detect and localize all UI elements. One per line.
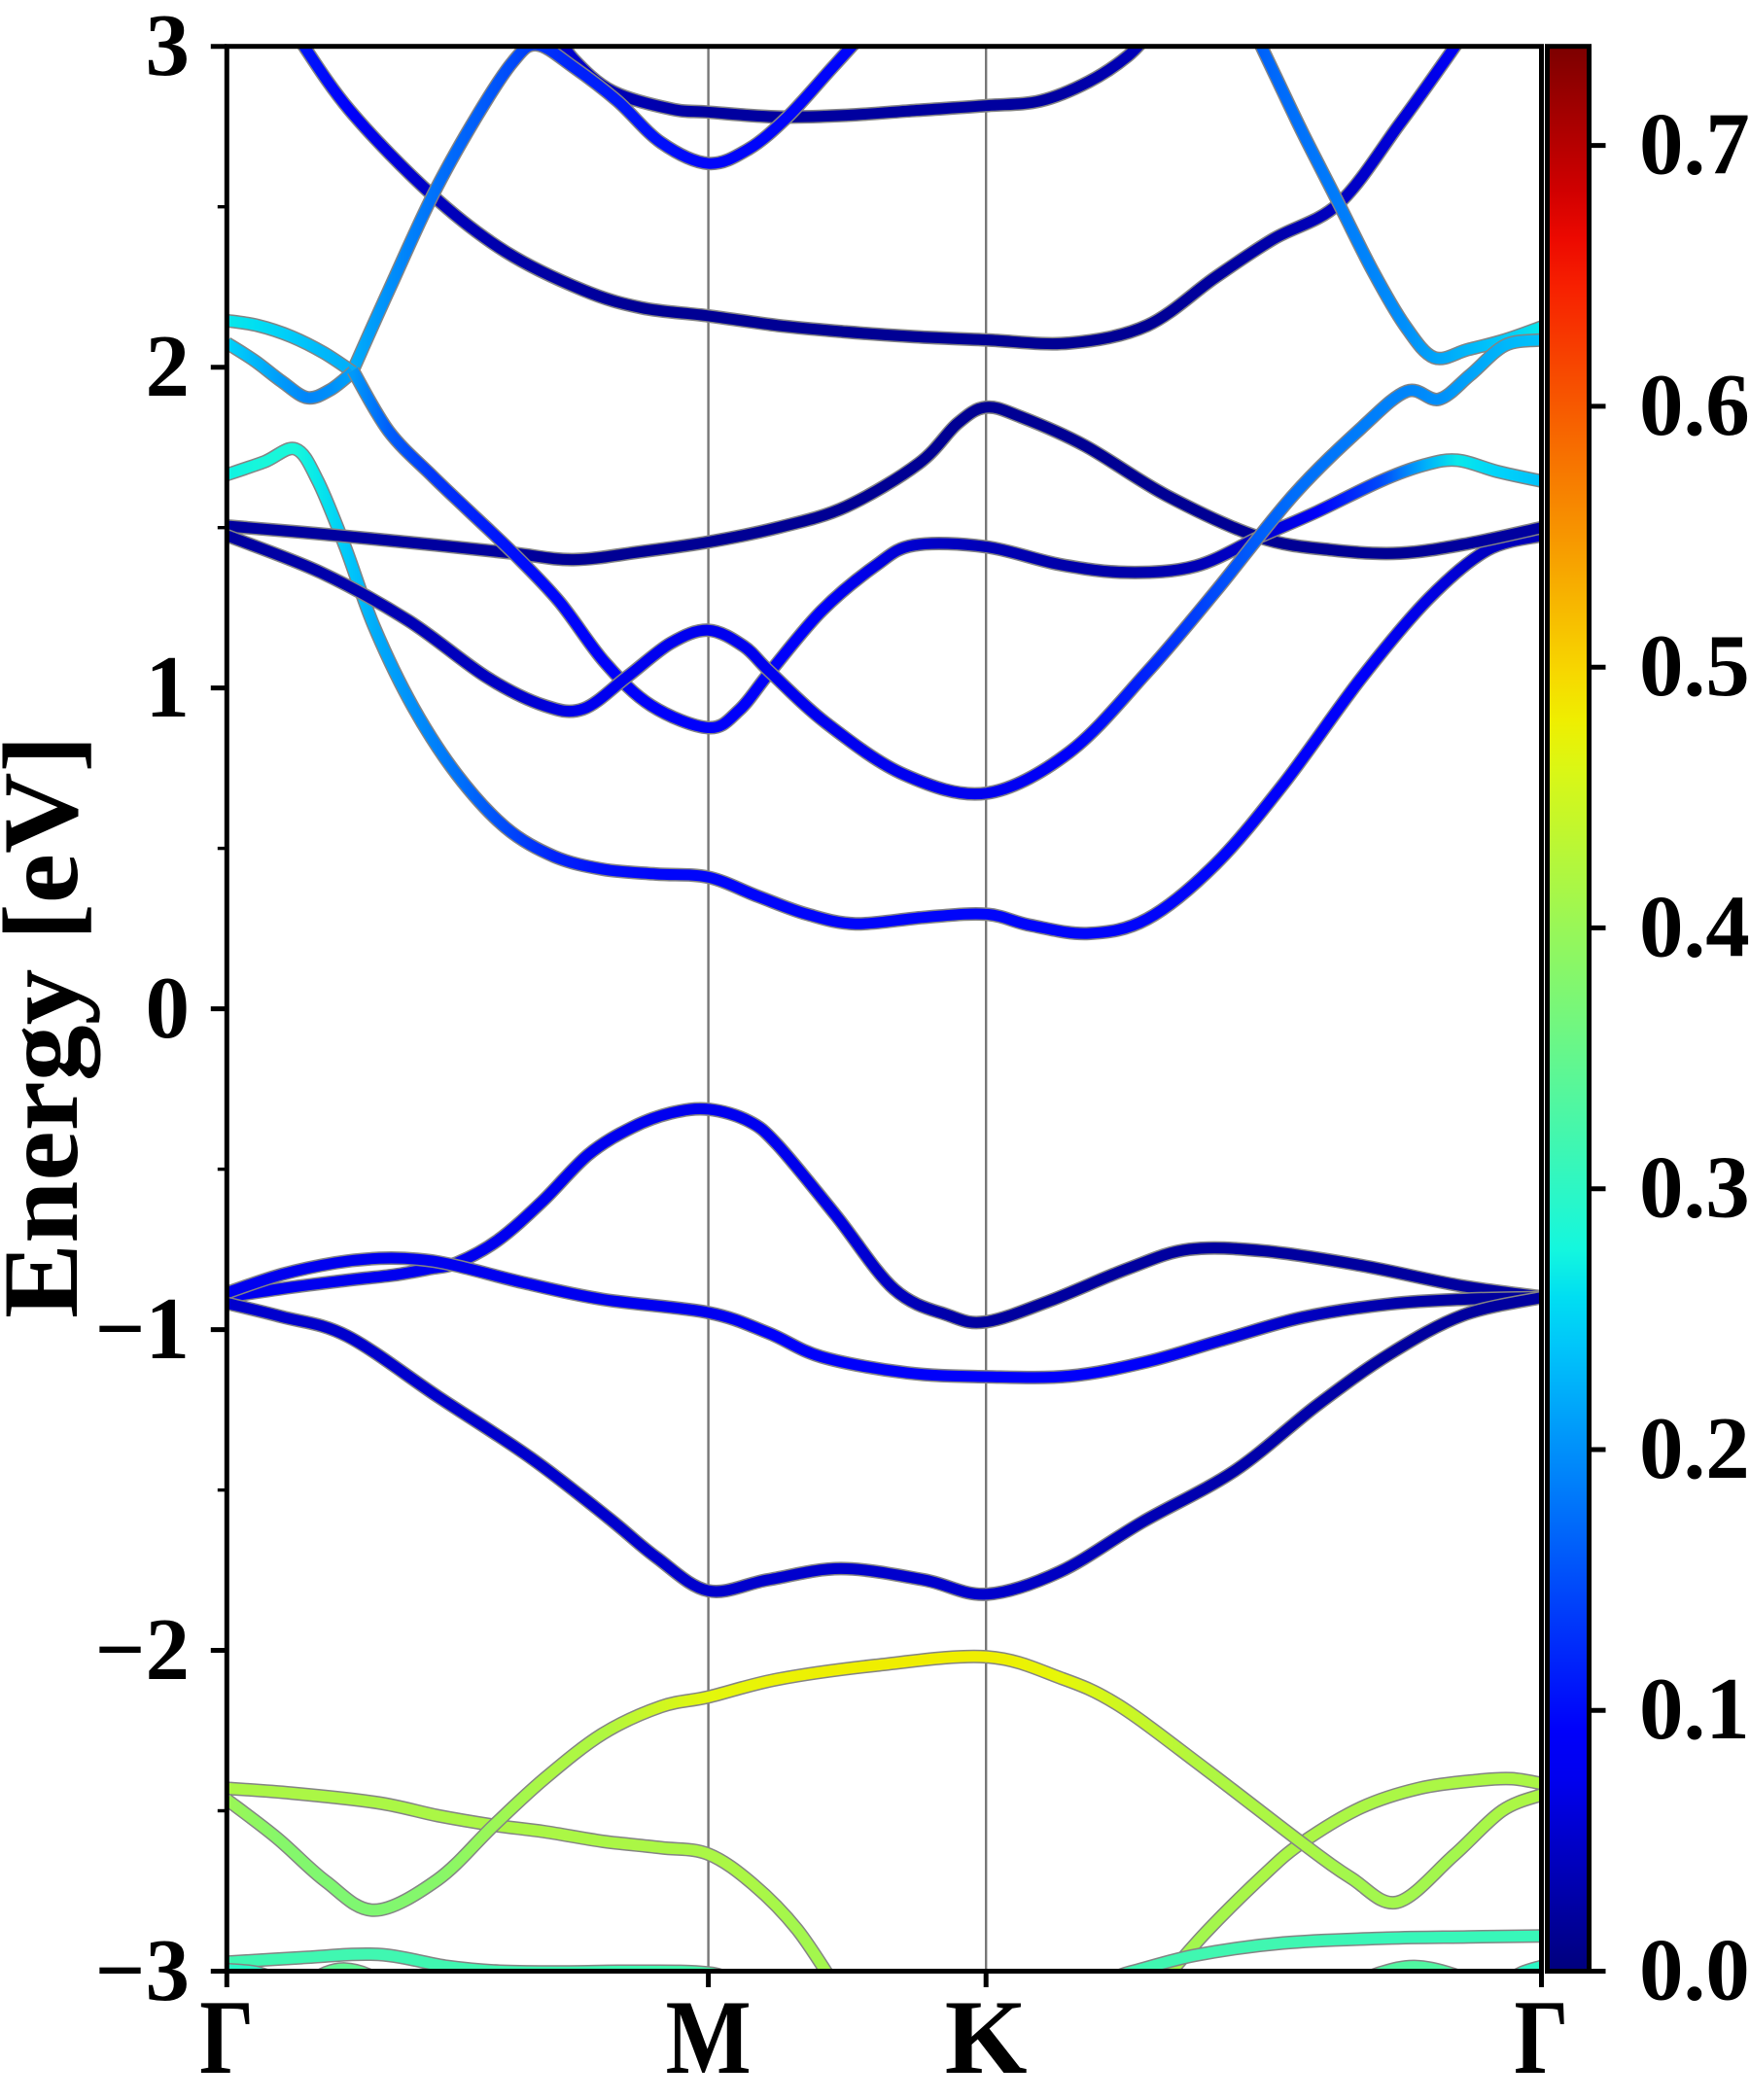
svg-text:0: 0 <box>146 959 191 1057</box>
svg-text:0.0: 0.0 <box>1639 1921 1750 2019</box>
svg-text:0.7: 0.7 <box>1639 95 1750 193</box>
svg-text:Γ: Γ <box>1515 1978 1569 2096</box>
svg-text:0.1: 0.1 <box>1639 1660 1750 1758</box>
svg-text:Energy [eV]: Energy [eV] <box>0 735 100 1318</box>
svg-text:0.6: 0.6 <box>1639 356 1750 454</box>
svg-text:2: 2 <box>146 317 191 415</box>
svg-text:3: 3 <box>146 0 191 94</box>
svg-text:−1: −1 <box>95 1279 190 1378</box>
svg-text:0.2: 0.2 <box>1639 1399 1750 1497</box>
svg-text:0.3: 0.3 <box>1639 1138 1750 1237</box>
svg-text:1: 1 <box>146 638 191 736</box>
svg-text:0.4: 0.4 <box>1639 877 1750 975</box>
svg-text:M: M <box>666 1978 752 2096</box>
svg-text:K: K <box>945 1978 1028 2096</box>
svg-text:−2: −2 <box>95 1600 190 1698</box>
svg-text:Γ: Γ <box>199 1978 254 2096</box>
svg-text:0.5: 0.5 <box>1639 616 1750 715</box>
svg-text:−3: −3 <box>95 1921 190 2019</box>
